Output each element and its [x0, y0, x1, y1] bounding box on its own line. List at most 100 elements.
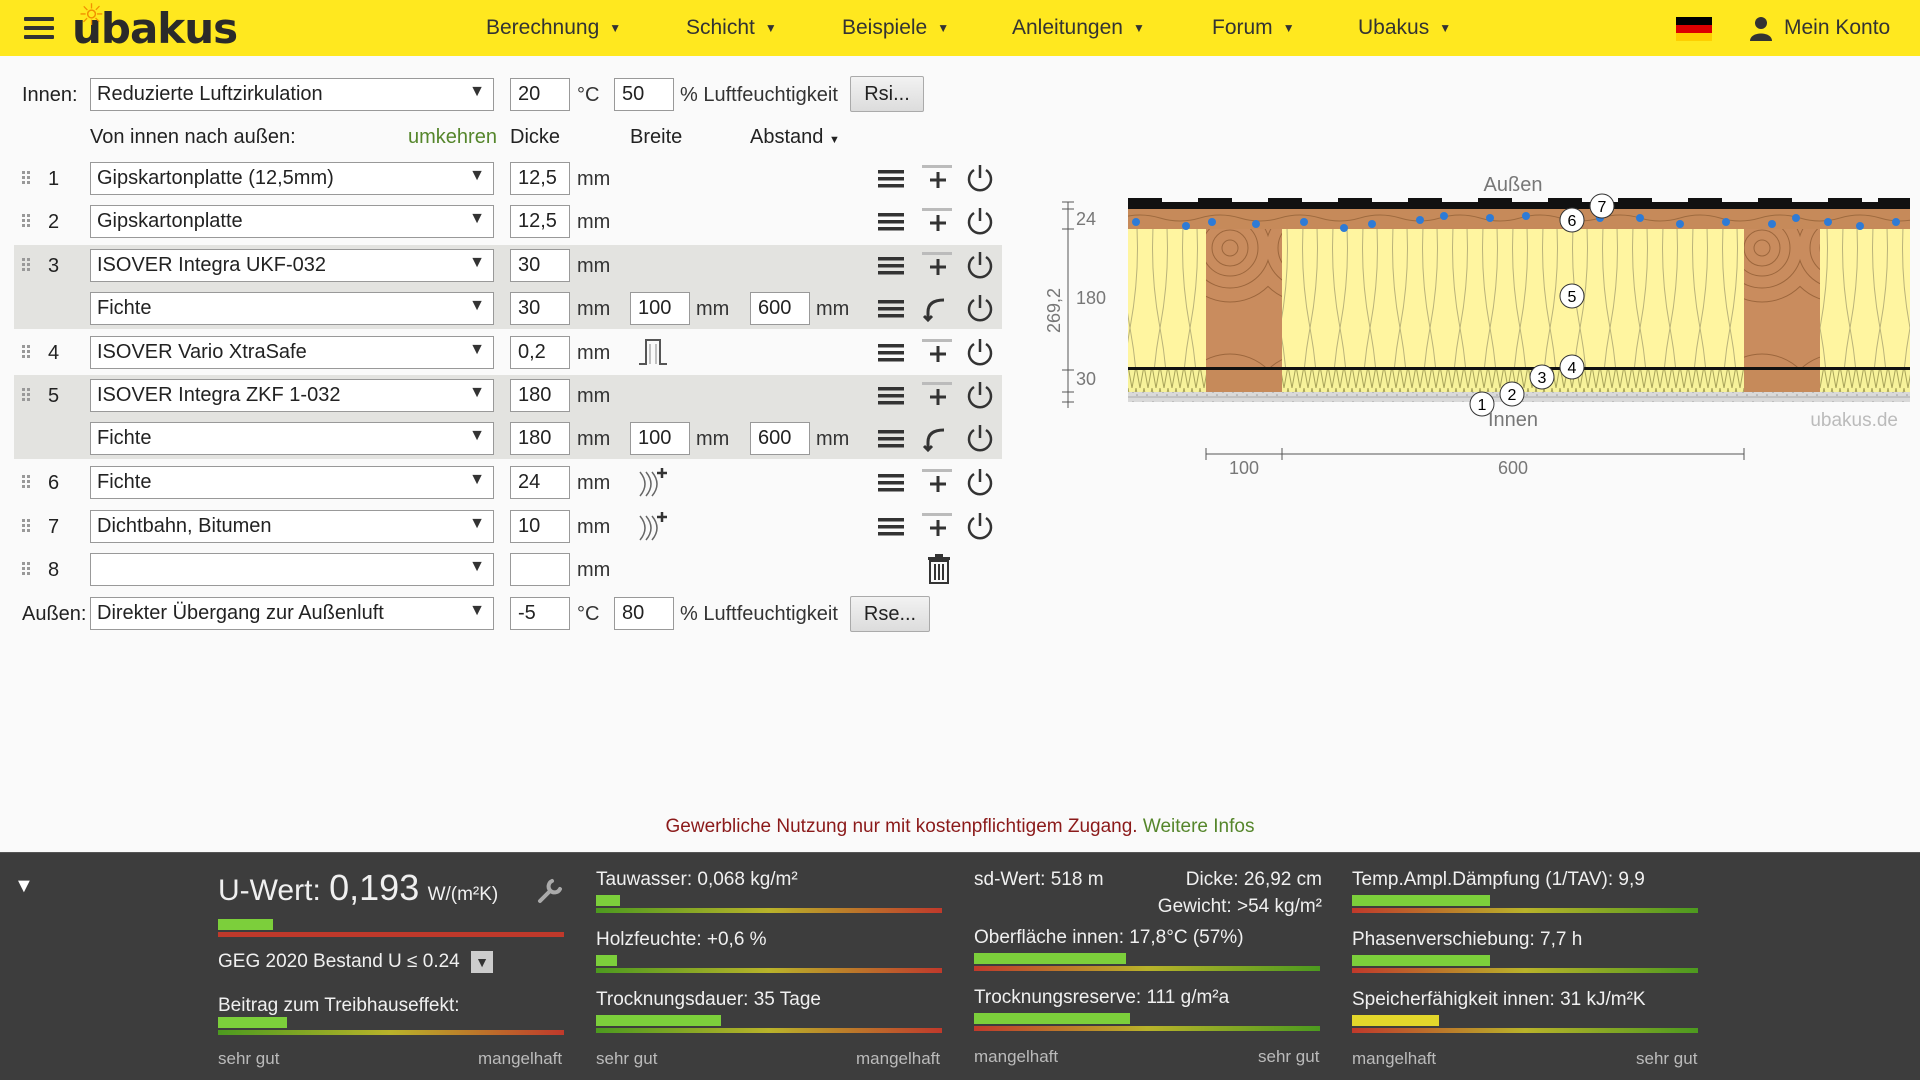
nav-berechnung[interactable]: Berechnung ▼ [486, 16, 622, 39]
layer-menu-icon[interactable] [876, 162, 906, 199]
layer-5-sub-thickness-input[interactable]: 180 [510, 422, 570, 455]
rsi-button[interactable]: Rsi... [850, 76, 924, 112]
layer-number: 4 [48, 342, 60, 364]
toggle-layer-power-icon[interactable] [964, 249, 996, 286]
german-flag-icon[interactable] [1676, 17, 1712, 41]
account-menu[interactable]: Mein Konto [1748, 0, 1890, 56]
nav-ubakus[interactable]: Ubakus ▼ [1358, 16, 1452, 39]
add-layer-icon[interactable] [920, 510, 956, 547]
layer-5-material-select[interactable]: ISOVER Integra ZKF 1-032 ▼ [90, 379, 494, 412]
layer-3-thickness-input[interactable]: 30 [510, 249, 570, 282]
layer-4-material-select[interactable]: ISOVER Vario XtraSafe ▼ [90, 336, 494, 369]
add-layer-icon[interactable] [920, 336, 956, 373]
layer-6-thickness-input[interactable]: 24 [510, 466, 570, 499]
drag-handle-icon[interactable] [22, 214, 32, 230]
membrane-overlap-icon[interactable] [636, 336, 670, 368]
layer-menu-icon[interactable] [876, 379, 906, 416]
add-layer-icon[interactable] [920, 379, 956, 416]
nav-schicht[interactable]: Schicht ▼ [686, 16, 777, 39]
inside-condition-select[interactable]: Reduzierte Luftzirkulation ▼ [90, 78, 494, 111]
trash-icon[interactable] [926, 553, 952, 585]
unit-label: mm [577, 428, 611, 450]
add-wood-battens-icon[interactable] [636, 510, 670, 544]
toggle-layer-power-icon[interactable] [964, 379, 996, 416]
toggle-layer-power-icon[interactable] [964, 510, 996, 547]
layer-menu-icon[interactable] [876, 466, 906, 503]
outside-condition-select[interactable]: Direkter Übergang zur Außenluft ▼ [90, 597, 494, 630]
add-layer-icon[interactable] [920, 466, 956, 503]
layer-6-material-select[interactable]: Fichte ▼ [90, 466, 494, 499]
layer-5-sub-width-input[interactable]: 100 [630, 422, 690, 455]
toggle-layer-power-icon[interactable] [964, 292, 996, 329]
toggle-layer-power-icon[interactable] [964, 422, 996, 459]
toggle-layer-power-icon[interactable] [964, 162, 996, 199]
dim-width-100: 100 [1229, 458, 1259, 478]
drag-handle-icon[interactable] [22, 171, 32, 187]
add-layer-icon[interactable] [920, 205, 956, 242]
layer-5-sub-spacing-input[interactable]: 600 [750, 422, 810, 455]
rafter-left [1206, 229, 1282, 369]
layer-7-material-select[interactable]: Dichtbahn, Bitumen ▼ [90, 510, 494, 543]
layer-3-sub-spacing-input[interactable]: 600 [750, 292, 810, 325]
layer-5-thickness-input[interactable]: 180 [510, 379, 570, 412]
toggle-layer-power-icon[interactable] [964, 336, 996, 373]
layer-menu-icon[interactable] [876, 510, 906, 547]
add-layer-icon[interactable] [920, 249, 956, 286]
layer-5-sub-material-select[interactable]: Fichte ▼ [90, 422, 494, 455]
layer-2-material-select[interactable]: Gipskartonplatte ▼ [90, 205, 494, 238]
menu-icon[interactable] [24, 17, 54, 39]
layer-8-thickness-input[interactable] [510, 553, 570, 586]
reverse-link[interactable]: umkehren [408, 126, 497, 148]
layer-menu-icon[interactable] [876, 205, 906, 242]
thickness-dimensions [1062, 201, 1074, 408]
layer-7-thickness-input[interactable]: 10 [510, 510, 570, 543]
layer-3-sub-thickness-input[interactable]: 30 [510, 292, 570, 325]
drag-handle-icon[interactable] [22, 345, 32, 361]
add-layer-icon[interactable] [920, 162, 956, 199]
layer-8-material-select[interactable]: ▼ [90, 553, 494, 586]
drag-handle-icon[interactable] [22, 388, 32, 404]
toggle-layer-power-icon[interactable] [964, 205, 996, 242]
inside-temperature-input[interactable]: 20 [510, 78, 570, 111]
service-insulation-layer [1128, 370, 1910, 392]
drag-handle-icon[interactable] [22, 475, 32, 491]
add-wood-battens-icon[interactable] [636, 466, 670, 500]
drag-handle-icon[interactable] [22, 562, 32, 578]
layer-3-sub-width-input[interactable]: 100 [630, 292, 690, 325]
spacing-header[interactable]: Abstand ▼ [750, 126, 840, 148]
drag-handle-icon[interactable] [22, 258, 32, 274]
nav-beispiele[interactable]: Beispiele ▼ [842, 16, 950, 39]
layer-cross-section-diagram: Außen 1 2 3 4 5 6 7 [1044, 174, 1910, 478]
logo[interactable]: ☼ ubakus [72, 0, 238, 53]
layer-menu-icon[interactable] [876, 292, 906, 329]
nav-anleitungen[interactable]: Anleitungen ▼ [1012, 16, 1145, 39]
inside-humidity-input[interactable]: 50 [614, 78, 674, 111]
rse-button[interactable]: Rse... [850, 596, 930, 632]
layer-1-material-select[interactable]: Gipskartonplatte (12,5mm) ▼ [90, 162, 494, 195]
scale-good-label: sehr gut [1258, 1047, 1320, 1066]
layer-4-thickness-input[interactable]: 0,2 [510, 336, 570, 369]
wrench-icon[interactable] [534, 877, 564, 907]
swap-layer-icon[interactable] [920, 292, 956, 329]
standard-select[interactable]: GEG 2020 Bestand U ≤ 0.24 ▼ [218, 951, 494, 973]
more-info-link[interactable]: Weitere Infos [1142, 816, 1255, 837]
unit-label: mm [696, 298, 730, 320]
standard-dropdown-icon[interactable]: ▼ [471, 951, 494, 973]
layer-menu-icon[interactable] [876, 422, 906, 459]
layer-menu-icon[interactable] [876, 336, 906, 373]
svg-text:1: 1 [1478, 397, 1487, 414]
collapse-toggle-icon[interactable]: ▼ [14, 875, 34, 897]
nav-forum[interactable]: Forum ▼ [1212, 16, 1295, 39]
layer-menu-icon[interactable] [876, 249, 906, 286]
drag-handle-icon[interactable] [22, 519, 32, 535]
toggle-layer-power-icon[interactable] [964, 466, 996, 503]
layer-2-thickness-input[interactable]: 12,5 [510, 205, 570, 238]
layer-1-thickness-input[interactable]: 12,5 [510, 162, 570, 195]
layer-3-sub-material-select[interactable]: Fichte ▼ [90, 292, 494, 325]
unit-label: mm [816, 428, 850, 450]
outside-humidity-input[interactable]: 80 [614, 597, 674, 630]
layer-3-material-select[interactable]: ISOVER Integra UKF-032 ▼ [90, 249, 494, 282]
scale-bad-label: mangelhaft [1352, 1049, 1437, 1068]
outside-temperature-input[interactable]: -5 [510, 597, 570, 630]
swap-layer-icon[interactable] [920, 422, 956, 459]
